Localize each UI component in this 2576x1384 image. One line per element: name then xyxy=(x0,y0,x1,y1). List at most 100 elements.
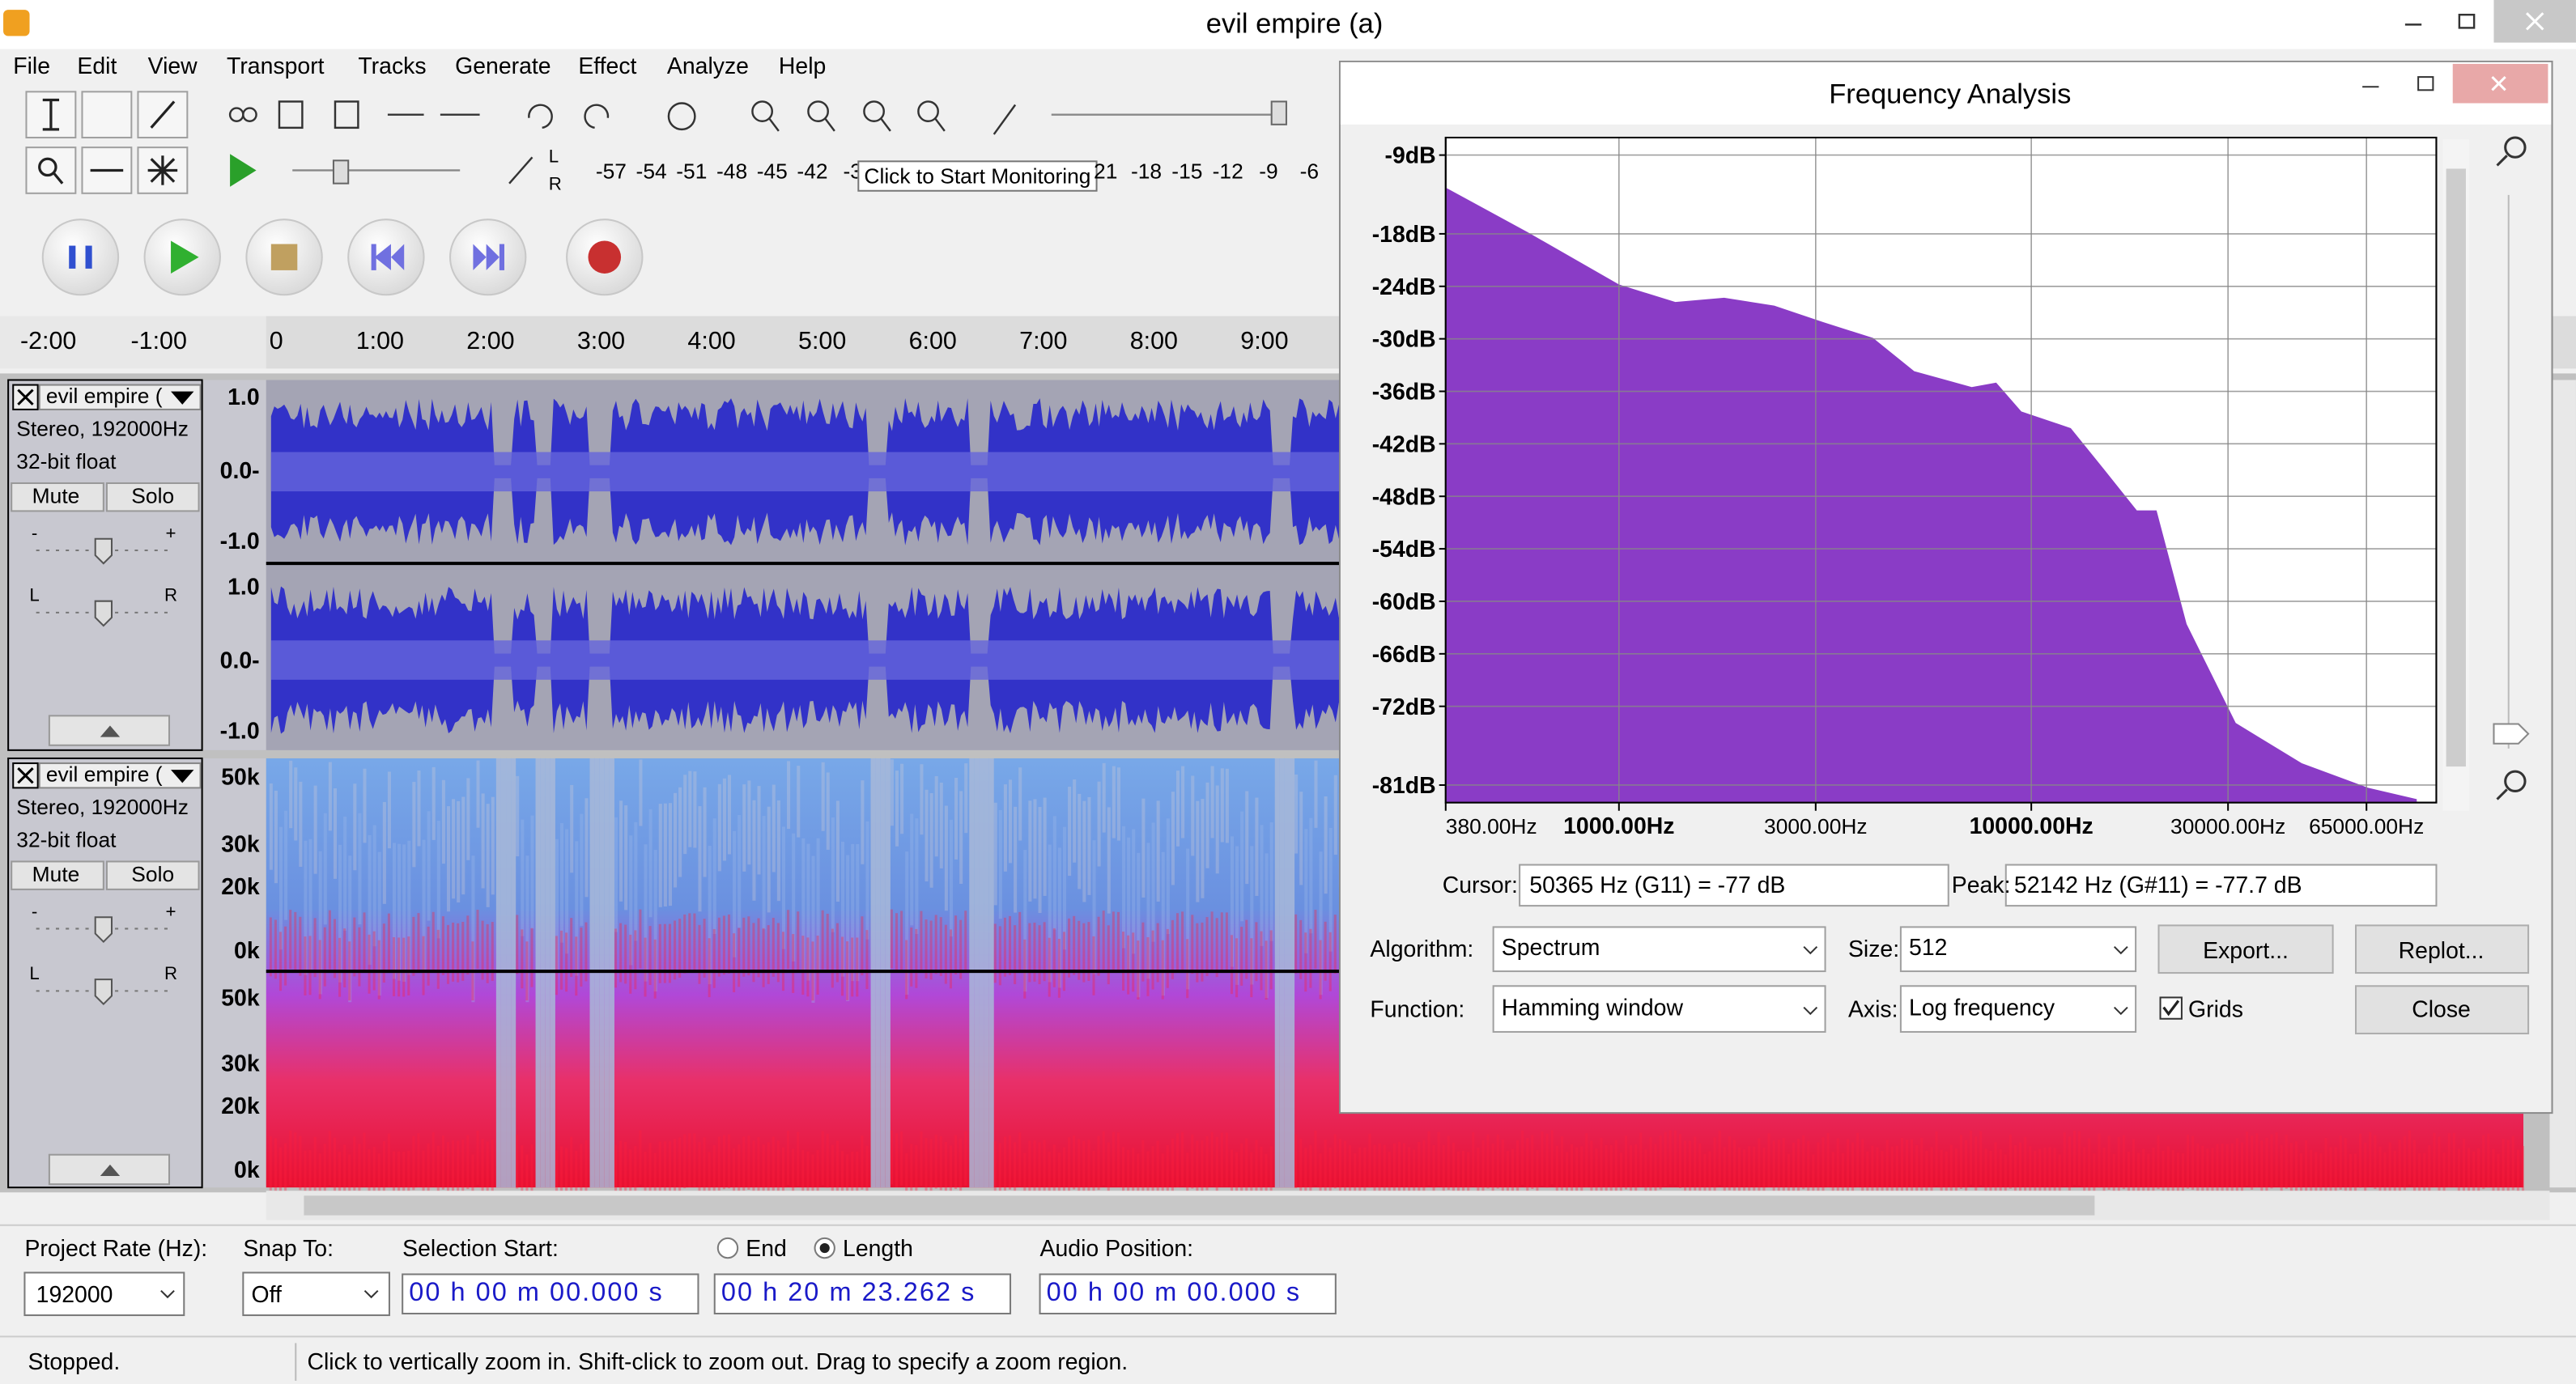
spectrogram-column xyxy=(1014,1142,1017,1197)
length-time[interactable]: 00 h 20 m 23.262 s xyxy=(721,1279,976,1307)
spectrogram-column xyxy=(2433,1132,2436,1187)
end-radio[interactable]: End xyxy=(746,1234,787,1262)
track-name[interactable]: evil empire ( xyxy=(45,383,163,408)
play-at-speed[interactable] xyxy=(230,154,257,187)
audio-position[interactable]: 00 h 00 m 00.000 s xyxy=(1046,1279,1302,1307)
spectrogram-column xyxy=(530,815,534,929)
length-radio[interactable]: Length xyxy=(843,1234,913,1262)
solo[interactable]: Solo xyxy=(131,861,175,886)
snap[interactable]: Off xyxy=(251,1280,282,1307)
spectrogram-column xyxy=(353,783,357,871)
spectrogram-column xyxy=(575,1150,578,1205)
solo-button[interactable] xyxy=(105,482,200,512)
spectrogram-column xyxy=(1782,1138,1785,1192)
menu-item[interactable]: File xyxy=(13,52,51,79)
spectrogram-column xyxy=(920,1131,923,1186)
dialog-buttons[interactable] xyxy=(2157,924,2530,1034)
gain-thumb[interactable] xyxy=(94,916,113,944)
spectrogram-column xyxy=(614,928,618,988)
function[interactable]: Hamming window xyxy=(1501,994,1683,1021)
mute-button[interactable] xyxy=(11,482,104,512)
pan-thumb[interactable] xyxy=(94,979,113,1005)
project-rate[interactable]: 192000 xyxy=(36,1280,113,1307)
menu-item[interactable]: Edit xyxy=(77,52,117,79)
spectrogram-column xyxy=(284,810,288,920)
spectrogram-column xyxy=(269,917,272,977)
spectrogram-column xyxy=(1368,1133,1371,1188)
menu-item[interactable]: Help xyxy=(778,52,827,79)
grids-label[interactable]: Grids xyxy=(2188,996,2243,1022)
spectrogram-column xyxy=(900,763,904,834)
menu-item[interactable]: Analyze xyxy=(666,52,749,79)
app-icon xyxy=(3,10,30,36)
spectrogram-column xyxy=(1491,1144,1494,1198)
menu-item[interactable]: Tracks xyxy=(358,52,427,79)
volume-slider-thumb[interactable] xyxy=(1270,100,1287,125)
menu-item[interactable]: Transport xyxy=(227,52,325,79)
solo[interactable]: Solo xyxy=(131,482,175,508)
spectrogram-column xyxy=(776,1140,780,1195)
vertical-scrollbar[interactable] xyxy=(2549,380,2576,1188)
mute[interactable]: Mute xyxy=(32,482,80,508)
spectrogram-column xyxy=(1885,1140,1889,1195)
spectrogram-column xyxy=(1541,1131,1544,1187)
menu-item[interactable]: Generate xyxy=(455,52,551,79)
pan-thumb[interactable] xyxy=(94,600,113,627)
spectrogram-column xyxy=(1408,1147,1411,1202)
spectrogram-column xyxy=(683,775,687,855)
spectrogram-column xyxy=(944,1141,947,1196)
menu-item[interactable]: View xyxy=(147,52,198,79)
mute-button[interactable] xyxy=(11,860,104,890)
zoom-slider-thumb[interactable] xyxy=(2493,723,2530,745)
maximize[interactable] xyxy=(2417,76,2434,91)
spectrogram-column xyxy=(1905,1140,1909,1195)
zoom-icons[interactable] xyxy=(2496,136,2527,800)
spectrogram-column xyxy=(861,916,864,976)
title-bar xyxy=(0,0,2576,49)
spectrogram-column xyxy=(1309,928,1312,988)
replot-button[interactable]: Replot... xyxy=(2398,936,2485,963)
track-name-button[interactable] xyxy=(38,384,202,410)
scroll-thumb[interactable] xyxy=(304,1195,2095,1216)
solo-button[interactable] xyxy=(105,860,200,890)
spectrogram-column xyxy=(486,804,490,907)
size[interactable]: 512 xyxy=(1909,933,1948,960)
track-name-button[interactable] xyxy=(38,762,202,789)
plot-scroll-thumb[interactable] xyxy=(2446,168,2466,767)
algorithm[interactable]: Spectrum xyxy=(1501,933,1600,960)
spectrogram-column xyxy=(1565,1152,1568,1207)
collapse-arrow xyxy=(100,725,121,737)
spectrogram-column xyxy=(865,930,869,989)
spectrogram-column xyxy=(738,928,741,987)
spectrogram-column xyxy=(387,1133,390,1188)
start-time[interactable]: 00 h 00 m 00.000 s xyxy=(409,1279,664,1307)
menu-item[interactable]: Effect xyxy=(578,52,637,79)
track-1-panel xyxy=(7,379,203,751)
window-controls[interactable] xyxy=(2404,13,2476,29)
spectrogram-column xyxy=(1175,913,1180,973)
spectrogram-column xyxy=(1975,1136,1978,1191)
spectrogram-column xyxy=(2457,1148,2460,1204)
close-button[interactable]: Close xyxy=(2412,996,2471,1022)
spectrogram-column xyxy=(929,920,933,980)
track-name[interactable]: evil empire ( xyxy=(45,762,163,787)
spectrogram-column xyxy=(2339,1136,2342,1190)
axis[interactable]: Log frequency xyxy=(1909,994,2055,1021)
gain-thumb[interactable] xyxy=(94,537,113,565)
meter-tick: -54 xyxy=(635,159,667,184)
tool-buttons[interactable] xyxy=(25,91,189,194)
dialog-fields[interactable] xyxy=(1492,864,2438,1033)
speed-slider-thumb[interactable] xyxy=(332,159,350,185)
spectrogram-column xyxy=(816,838,820,970)
spectrogram-column xyxy=(663,923,666,983)
export-button[interactable]: Export... xyxy=(2203,936,2289,963)
spectrogram-column xyxy=(738,1144,741,1199)
spectrogram-column xyxy=(757,1136,760,1191)
spectrogram-column xyxy=(1383,1144,1386,1199)
selection-controls[interactable] xyxy=(23,1237,1337,1317)
spectrogram-column xyxy=(1940,1149,1943,1204)
spectrogram-column xyxy=(1201,1140,1204,1195)
mute[interactable]: Mute xyxy=(32,861,80,886)
spectrogram-column xyxy=(1812,1154,1815,1209)
spectrogram-column xyxy=(2112,1153,2115,1208)
